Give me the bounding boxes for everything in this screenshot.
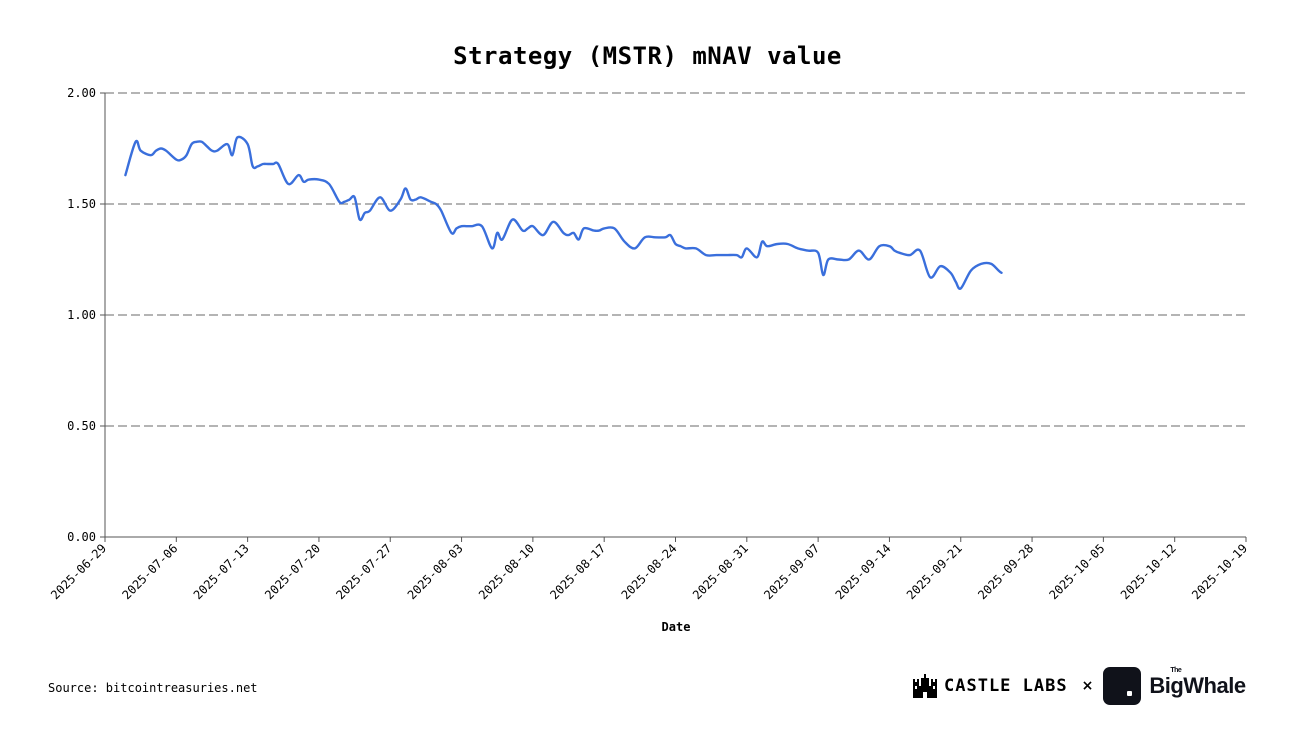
x-tick-label: 2025-09-21 <box>904 541 965 602</box>
x-tick-label: 2025-10-19 <box>1189 541 1250 602</box>
castle-icon <box>913 674 937 698</box>
series-layer <box>124 135 1003 290</box>
y-tick-label: 1.00 <box>67 308 96 322</box>
chart-title: Strategy (MSTR) mNAV value <box>453 42 842 70</box>
x-tick-label: 2025-09-07 <box>761 541 822 602</box>
bigwhale-wordmark: The BigWhale <box>1149 667 1246 699</box>
tick-labels: 0.00 0.50 1.00 1.50 2.00 2025-06-29 2025-07-06… <box>48 86 1250 602</box>
bigwhale-name: BigWhale <box>1149 673 1246 698</box>
x-tick-label: 2025-09-28 <box>975 541 1036 602</box>
x-tick-label: 2025-08-03 <box>405 541 466 602</box>
y-tick-label: 2.00 <box>67 86 96 100</box>
x-tick-label: 2025-06-29 <box>48 541 109 602</box>
castle-labs-wordmark: CASTLE LABS <box>944 676 1068 696</box>
y-tick-label: 0.00 <box>67 530 96 544</box>
brand-logos: CASTLE LABS × The BigWhale <box>912 666 1246 706</box>
x-tick-label: 2025-07-27 <box>333 541 394 602</box>
x-tick-label: 2025-07-20 <box>262 541 323 602</box>
x-tick-label: 2025-10-12 <box>1118 541 1179 602</box>
y-tick-label: 1.50 <box>67 197 96 211</box>
x-tick-label: 2025-08-17 <box>547 541 608 602</box>
x-tick-label: 2025-08-24 <box>619 541 680 602</box>
axes <box>100 92 1247 542</box>
x-tick-label: 2025-08-10 <box>476 541 537 602</box>
x-tick-label: 2025-07-06 <box>119 541 180 602</box>
y-tick-label: 0.50 <box>67 419 96 433</box>
bigwhale-logo-icon <box>1103 667 1142 705</box>
collab-separator: × <box>1081 678 1094 694</box>
source-note: Source: bitcointreasuries.net <box>48 681 258 695</box>
x-tick-label: 2025-07-13 <box>191 541 252 602</box>
x-tick-label: 2025-08-31 <box>690 541 751 602</box>
x-tick-label: 2025-10-05 <box>1047 541 1108 602</box>
x-tick-label: 2025-09-14 <box>833 541 894 602</box>
series-line-mnav <box>124 135 1003 290</box>
gridlines <box>105 92 1246 427</box>
x-axis-label: Date <box>662 620 691 634</box>
bigwhale-the: The <box>1170 667 1182 674</box>
